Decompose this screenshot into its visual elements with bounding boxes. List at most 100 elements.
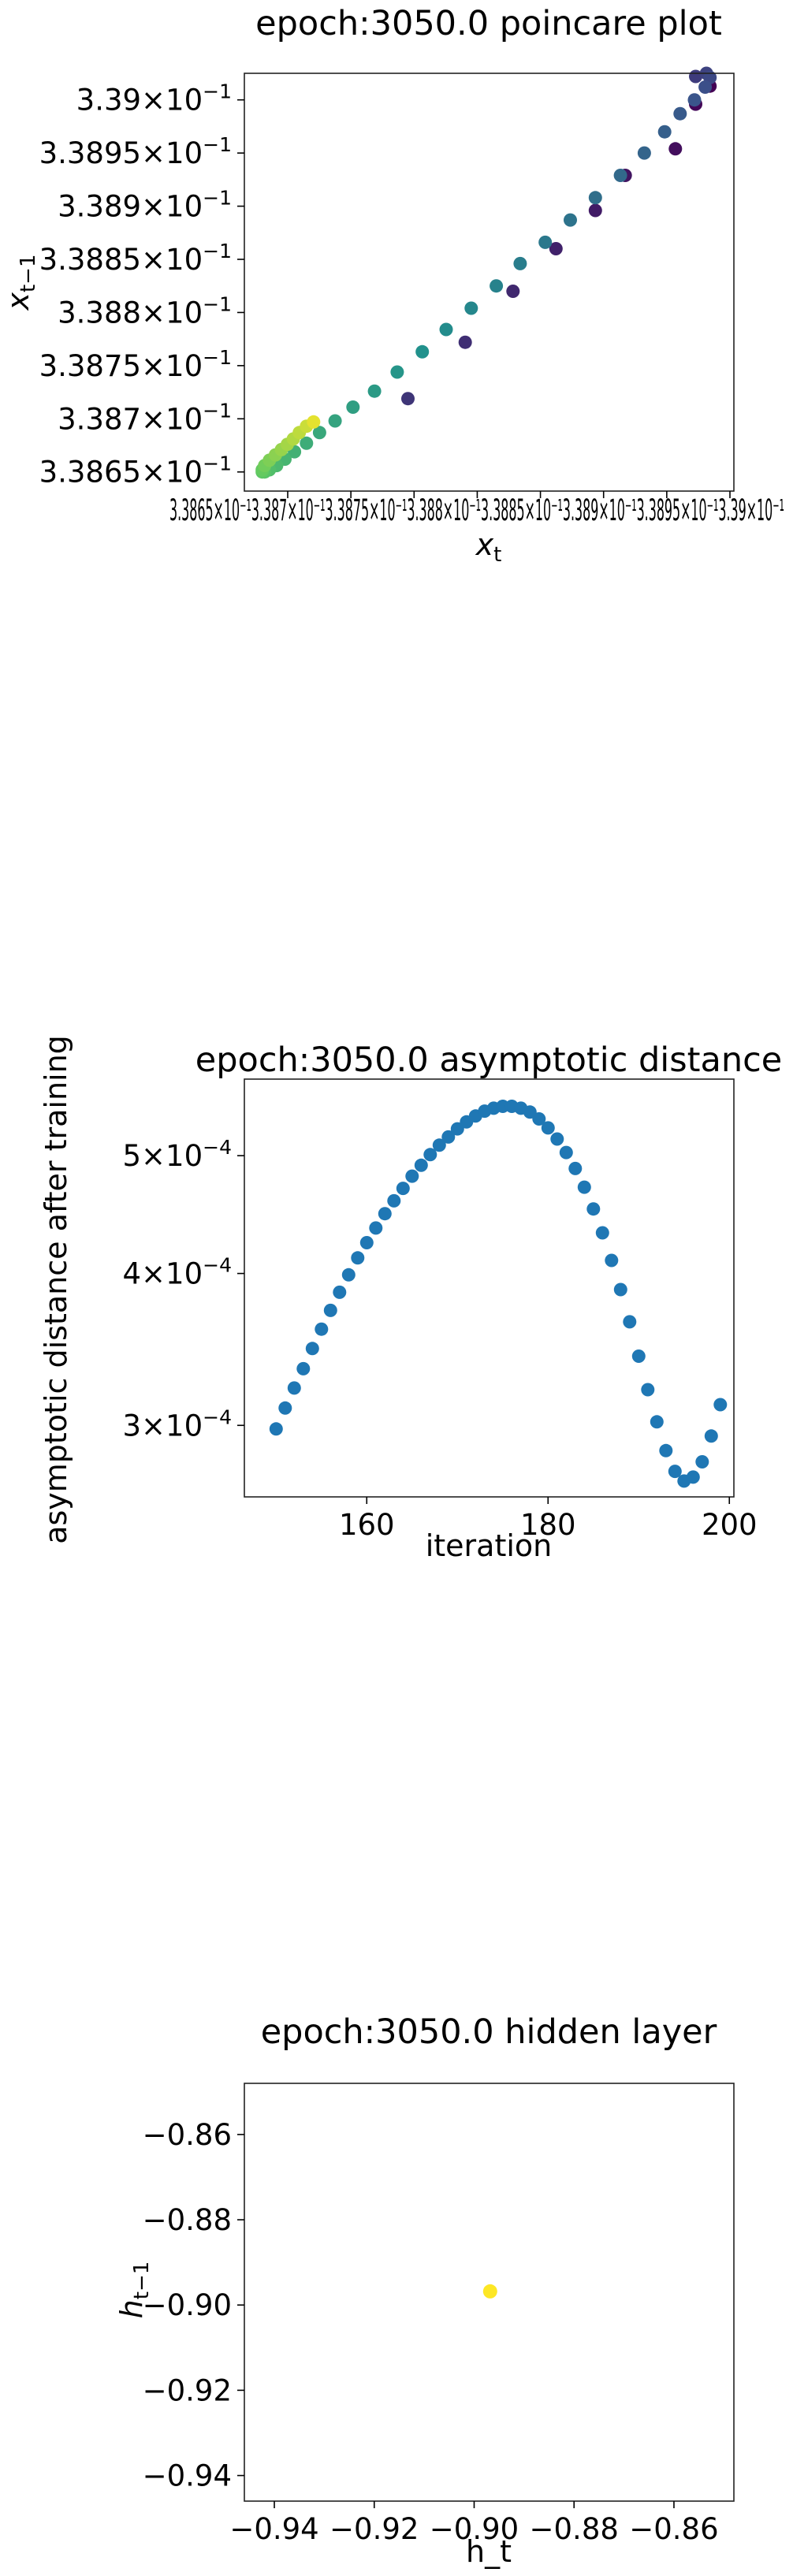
asymptotic-point	[641, 1383, 655, 1397]
poincare-point	[698, 80, 713, 94]
poincare-point	[307, 415, 321, 429]
poincare-point	[668, 142, 683, 156]
hidden-layer-y-tick-label: −0.94	[143, 2459, 232, 2493]
hidden-layer-x-tick-label: −0.86	[629, 2512, 718, 2546]
asymptotic-point	[396, 1182, 410, 1196]
hidden-layer-title: epoch:3050.0 hidden layer	[261, 2012, 717, 2052]
poincare-x-ticks: 3.3865×10⁻¹3.387×10⁻¹3.3875×10⁻¹3.388×10…	[169, 491, 784, 527]
hidden-layer-x-tick-label: −0.88	[530, 2512, 619, 2546]
asymptotic-point	[623, 1315, 637, 1329]
asymptotic-point	[695, 1455, 709, 1469]
poincare-point	[300, 436, 314, 450]
asymptotic-plot-area	[244, 1078, 735, 1498]
poincare-point	[506, 285, 520, 298]
asymptotic-point	[613, 1282, 627, 1297]
poincare-y-tick-label: 3.3895×10−1	[39, 133, 232, 170]
asymptotic-point	[650, 1415, 664, 1429]
asymptotic-point	[305, 1342, 319, 1356]
poincare-point	[673, 106, 687, 121]
poincare-point	[490, 279, 504, 293]
asymptotic-point	[333, 1285, 347, 1299]
hidden-layer-y-tick-label: −0.88	[143, 2203, 232, 2237]
poincare-chart: epoch:3050.0 poincare plot 3.3865×10−13.…	[1, 4, 784, 567]
asymptotic-point	[532, 1112, 546, 1126]
poincare-y-tick-label: 3.388×10−1	[58, 292, 232, 329]
asymptotic-y-tick-label: 3×10−4	[123, 1405, 232, 1442]
poincare-y-ticks: 3.3865×10−1 3.387×10−1 3.3875×10−1 3.388×10…	[39, 80, 244, 490]
poincare-point	[312, 426, 326, 440]
asymptotic-point	[713, 1398, 728, 1412]
hidden-layer-x-tick-label: −0.92	[329, 2512, 419, 2546]
asymptotic-point	[686, 1470, 700, 1484]
asymptotic-point	[450, 1122, 464, 1136]
poincare-y-tick-label: 3.3865×10−1	[39, 452, 232, 490]
hidden-layer-point	[482, 2284, 497, 2299]
asymptotic-x-tick-label: 200	[702, 1508, 758, 1542]
poincare-title: epoch:3050.0 poincare plot	[255, 4, 722, 43]
asymptotic-point	[432, 1138, 446, 1152]
asymptotic-y-tick-label: 4×10−4	[123, 1254, 232, 1291]
asymptotic-point	[631, 1349, 646, 1363]
asymptotic-point	[296, 1361, 311, 1375]
poincare-y-tick-label: 3.39×10−1	[76, 80, 232, 117]
asymptotic-point	[414, 1158, 428, 1172]
poincare-point	[367, 384, 382, 398]
asymptotic-point	[668, 1465, 682, 1479]
poincare-point	[613, 169, 627, 182]
poincare-point	[657, 125, 672, 139]
poincare-point	[439, 322, 453, 337]
poincare-point	[390, 365, 404, 379]
hidden-layer-points	[482, 2284, 497, 2299]
asymptotic-point	[586, 1202, 601, 1216]
poincare-y-tick-label: 3.3885×10−1	[39, 240, 232, 277]
asymptotic-point	[315, 1322, 329, 1336]
poincare-point	[415, 344, 430, 359]
asymptotic-point	[369, 1221, 383, 1235]
poincare-point	[564, 213, 577, 227]
poincare-y-tick-label: 3.387×10−1	[58, 399, 232, 436]
asymptotic-point	[704, 1429, 718, 1443]
asymptotic-y-label: asymptotic distance after training	[39, 1035, 73, 1544]
asymptotic-point	[568, 1161, 583, 1175]
asymptotic-title: epoch:3050.0 asymptotic distance	[195, 1040, 782, 1080]
asymptotic-y-tick-label: 5×10−4	[123, 1136, 232, 1173]
hidden-layer-x-label: h_t	[466, 2534, 512, 2569]
asymptotic-point	[550, 1132, 564, 1146]
asymptotic-point	[595, 1226, 609, 1240]
hidden-layer-x-ticks: −0.94 −0.92 −0.90 −0.88 −0.86	[229, 2501, 719, 2546]
poincare-x-label: xt	[475, 527, 502, 567]
poincare-point	[687, 93, 702, 107]
poincare-y-tick-label: 3.3875×10−1	[39, 346, 232, 383]
asymptotic-points	[269, 1100, 728, 1488]
asymptotic-point	[351, 1251, 365, 1265]
asymptotic-point	[541, 1121, 555, 1135]
hidden-layer-y-tick-label: −0.92	[143, 2373, 232, 2407]
poincare-point	[588, 203, 602, 218]
asymptotic-point	[287, 1381, 301, 1395]
hidden-layer-y-ticks: −0.94 −0.92 −0.90 −0.88 −0.86	[143, 2118, 244, 2493]
poincare-point	[538, 235, 553, 249]
poincare-point	[458, 335, 472, 349]
poincare-plot-area	[244, 73, 735, 492]
asymptotic-point	[341, 1268, 356, 1282]
poincare-points	[255, 66, 717, 479]
hidden-layer-y-label: ht−1	[114, 2261, 154, 2319]
poincare-point	[637, 146, 651, 160]
asymptotic-point	[605, 1253, 619, 1268]
poincare-point	[401, 392, 415, 406]
hidden-layer-plot-area	[244, 2083, 735, 2502]
poincare-point	[588, 191, 602, 205]
hidden-layer-chart: epoch:3050.0 hidden layer −0.94 −0.92 −0.9…	[114, 2012, 735, 2569]
asymptotic-x-tick-label: 180	[520, 1508, 576, 1542]
poincare-point	[549, 242, 563, 255]
hidden-layer-x-tick-label: −0.94	[229, 2512, 318, 2546]
asymptotic-point	[269, 1422, 283, 1436]
asymptotic-point	[405, 1169, 419, 1183]
asymptotic-x-label: iteration	[426, 1528, 553, 1563]
poincare-point	[464, 301, 478, 315]
asymptotic-y-ticks: 3×10−4 4×10−4 5×10−4	[123, 1136, 244, 1442]
hidden-layer-y-tick-label: −0.86	[143, 2118, 232, 2152]
asymptotic-point	[359, 1236, 374, 1249]
asymptotic-point	[523, 1105, 537, 1119]
